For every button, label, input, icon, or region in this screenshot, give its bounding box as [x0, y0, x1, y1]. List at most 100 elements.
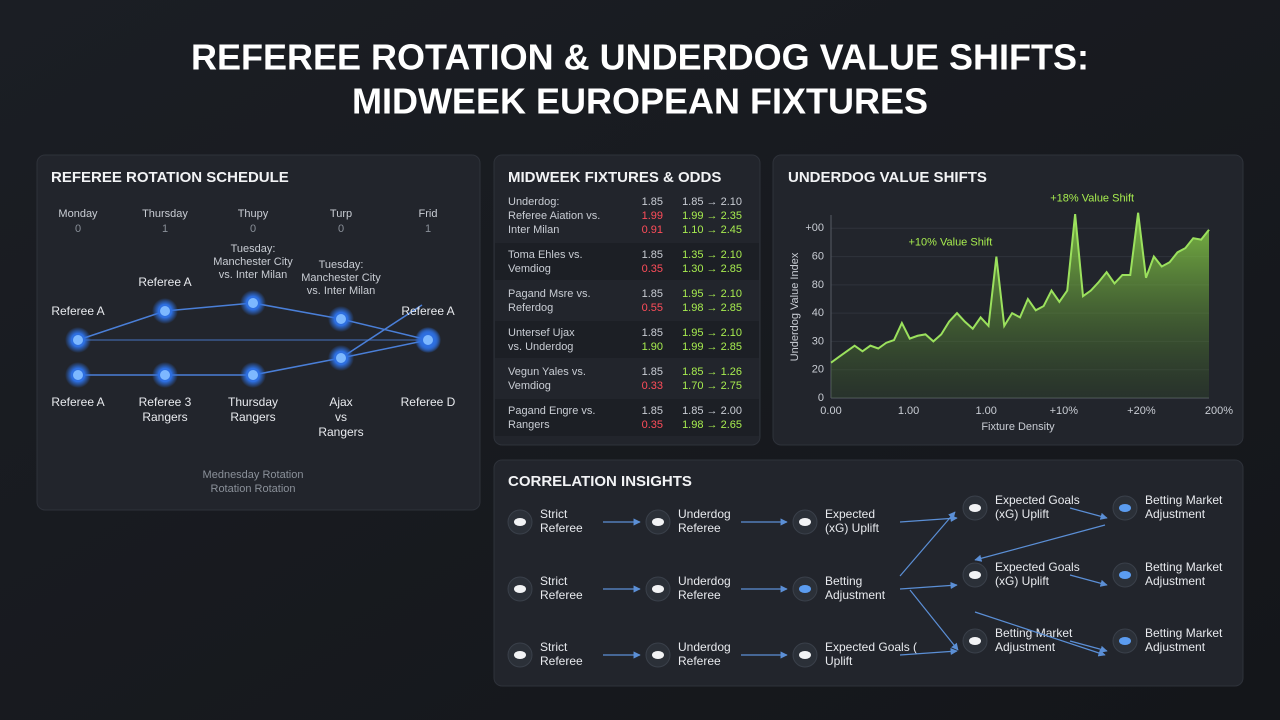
referee-label: vs. Inter Milan [219, 269, 287, 281]
node-icon [514, 518, 526, 526]
x-tick-label: 200% [1205, 405, 1233, 417]
y-tick-label: +00 [805, 222, 824, 234]
odds: 0.33 [642, 380, 663, 392]
y-tick-label: 30 [812, 335, 824, 347]
node-label: Betting Market [1145, 626, 1223, 640]
node-label: (xG) Uplift [995, 574, 1050, 588]
match-name: Toma Ehles vs. [508, 249, 583, 261]
node-icon [652, 518, 664, 526]
node-icon [799, 585, 811, 593]
x-axis-label: Fixture Density [981, 421, 1055, 433]
referee-label: Referee A [51, 395, 104, 409]
node-icon [799, 651, 811, 659]
y-tick-label: 60 [812, 250, 824, 262]
referee-label: Referee A [401, 304, 454, 318]
node-label: Uplift [825, 654, 853, 668]
odds: 1.85 [642, 405, 663, 417]
referee-node [158, 304, 172, 318]
odds: 1.85 [642, 249, 663, 261]
odds: 0.91 [642, 224, 663, 236]
footer-note: Mednesday Rotation [203, 469, 304, 481]
odds-shift: 1.99 → 2.85 [682, 341, 742, 353]
flow-arrow [899, 647, 958, 656]
node-label: Underdog [678, 507, 731, 521]
day-number: 0 [250, 223, 256, 235]
area [831, 212, 1209, 398]
day-number: 1 [425, 223, 431, 235]
y-tick-label: 0 [818, 392, 824, 404]
node-label: Adjustment [1145, 507, 1206, 521]
referee-label: vs. Inter Milan [307, 285, 375, 297]
referee-label: Manchester City [213, 256, 293, 268]
match-name: Vemdiog [508, 380, 551, 392]
referee-node [421, 333, 435, 347]
node-label: Strict [540, 507, 568, 521]
odds-shift: 1.99 → 2.35 [682, 210, 742, 222]
node-label: Referee [540, 588, 583, 602]
node-label: Betting [825, 574, 862, 588]
node-label: Adjustment [825, 588, 886, 602]
node-icon [1119, 637, 1131, 645]
node-label: Adjustment [995, 640, 1056, 654]
referee-label: Tuesday: [231, 243, 276, 255]
day-number: 1 [162, 223, 168, 235]
correlation-panel [493, 459, 1244, 687]
odds-shift: 1.98 → 2.85 [682, 302, 742, 314]
node-label: Underdog [678, 574, 731, 588]
referee-label: Referee A [51, 304, 104, 318]
odds-shift: 1.30 → 2.85 [682, 263, 742, 275]
match-name: Vemdiog [508, 263, 551, 275]
footer-note: Rotation Rotation [211, 483, 296, 495]
day-label: Thursday [142, 208, 188, 220]
match-name: Referee Aiation vs. [508, 210, 600, 222]
referee-label: Thursday [228, 395, 278, 409]
day-label: Monday [58, 208, 98, 220]
node-label: Betting Market [995, 626, 1073, 640]
referee-label: Rangers [230, 410, 275, 424]
referee-label: Ajax [329, 395, 352, 409]
odds-shift: 1.70 → 2.75 [682, 380, 742, 392]
match-name: Underdog: [508, 196, 559, 208]
referee-label: Manchester City [301, 272, 381, 284]
referee-label: Referee D [401, 395, 456, 409]
odds: 0.55 [642, 302, 663, 314]
match-name: Pagand Engre vs. [508, 405, 595, 417]
referee-label: Rangers [142, 410, 187, 424]
odds-shift: 1.98 → 2.65 [682, 419, 742, 431]
node-label: Expected Goals [995, 493, 1080, 507]
node-icon [514, 585, 526, 593]
node-label: Underdog [678, 640, 731, 654]
line [830, 212, 1210, 364]
day-label: Thupy [238, 208, 269, 220]
node-label: Strict [540, 574, 568, 588]
odds: 1.90 [642, 341, 663, 353]
odds-shift: 1.95 → 2.10 [682, 327, 742, 339]
panel-title: UNDERDOG VALUE SHIFTS [788, 169, 987, 186]
odds: 1.85 [642, 366, 663, 378]
match-name: vs. Underdog [508, 341, 573, 353]
referee-node [246, 296, 260, 310]
node-icon [969, 571, 981, 579]
row-bg [495, 243, 759, 280]
odds-shift: 1.85 → 2.00 [682, 405, 742, 417]
flow-arrow [899, 581, 958, 590]
node-label: Referee [678, 588, 721, 602]
referee-node [334, 312, 348, 326]
flow-arrow [1069, 574, 1108, 587]
referee-label: Referee A [138, 275, 191, 289]
flow-arrow [899, 511, 956, 577]
odds-shift: 1.85 → 2.10 [682, 196, 742, 208]
node-label: Expected [825, 507, 875, 521]
odds: 1.85 [642, 327, 663, 339]
fixtures-panel [493, 154, 761, 446]
node-label: Referee [678, 521, 721, 535]
node-label: Referee [540, 654, 583, 668]
annotation: +18% Value Shift [1050, 193, 1134, 205]
x-tick-label: 1.00 [975, 405, 996, 417]
node-icon [514, 651, 526, 659]
match-name: Vegun Yales vs. [508, 366, 586, 378]
x-tick-label: 0.00 [820, 405, 841, 417]
node-icon [1119, 571, 1131, 579]
match-name: Inter Milan [508, 224, 559, 236]
title: MIDWEEK EUROPEAN FIXTURES [352, 81, 928, 122]
